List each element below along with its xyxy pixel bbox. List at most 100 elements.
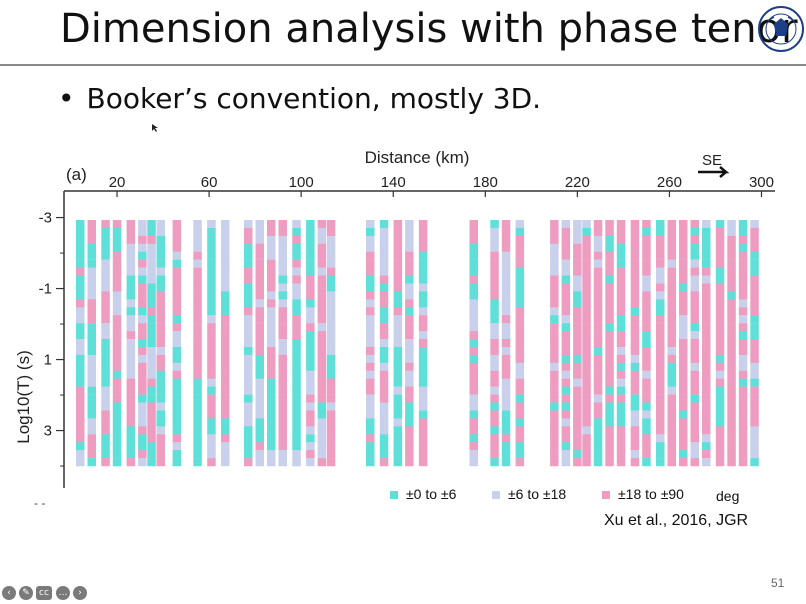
heatmap-cell <box>515 331 525 340</box>
heatmap-cell <box>702 402 711 411</box>
heatmap-cell <box>112 418 122 427</box>
heatmap-cell <box>561 354 571 364</box>
next-icon[interactable]: › <box>73 586 87 600</box>
heatmap-cell <box>138 283 147 292</box>
heatmap-cell <box>727 378 736 387</box>
heatmap-cell <box>87 339 96 348</box>
pen-icon[interactable]: ✎ <box>19 586 33 600</box>
heatmap-cell <box>469 307 478 316</box>
heatmap-cell <box>405 410 414 419</box>
more-icon[interactable]: … <box>56 586 70 600</box>
heatmap-cell <box>278 362 287 371</box>
heatmap-cell <box>326 410 336 419</box>
heatmap-cell <box>501 410 511 419</box>
heatmap-cell <box>642 426 651 435</box>
heatmap-cell <box>101 283 110 292</box>
heatmap-cell <box>738 378 748 387</box>
heatmap-cell <box>207 323 216 332</box>
heatmap-cell <box>642 402 651 411</box>
heatmap-cell <box>126 362 136 371</box>
heatmap-cell <box>656 386 665 395</box>
heatmap-cell <box>490 442 499 451</box>
heatmap-cell <box>207 331 216 340</box>
legend-swatch <box>390 491 398 500</box>
heatmap-cell <box>690 362 699 371</box>
heatmap-cell <box>667 386 676 395</box>
heatmap-cell <box>582 315 591 324</box>
heatmap-cell <box>112 267 122 276</box>
heatmap-cell <box>515 323 525 332</box>
heatmap-cell <box>515 347 525 356</box>
heatmap-cell <box>750 299 759 308</box>
heatmap-cell <box>490 275 499 284</box>
heatmap-cell <box>656 410 665 419</box>
heatmap-cell <box>561 370 571 379</box>
heatmap-cell <box>702 323 711 332</box>
heatmap-cell <box>667 243 676 252</box>
heatmap-cell <box>550 291 559 300</box>
heatmap-cell <box>630 259 640 268</box>
heatmap-cell <box>292 426 301 435</box>
university-logo <box>758 6 804 52</box>
heatmap-cell <box>690 378 699 387</box>
heatmap-cell <box>630 370 640 379</box>
heatmap-cell <box>490 243 499 252</box>
heatmap-cell <box>292 275 301 284</box>
heatmap-cell <box>656 370 665 379</box>
heatmap-cell <box>501 307 511 316</box>
heatmap-cell <box>738 299 748 308</box>
heatmap-cell <box>393 291 403 300</box>
heatmap-cell <box>501 220 511 229</box>
heatmap-cell <box>207 402 216 411</box>
heatmap-cell <box>244 243 253 252</box>
prev-icon[interactable]: ‹ <box>2 586 16 600</box>
heatmap-cell <box>405 362 414 371</box>
heatmap-cell <box>501 275 511 284</box>
heatmap-cell <box>379 220 389 229</box>
heatmap-cell <box>278 347 287 356</box>
heatmap-cell <box>255 251 264 260</box>
heatmap-cell <box>727 275 736 284</box>
cc-icon[interactable]: cc <box>36 586 52 600</box>
heatmap-cell <box>267 315 276 324</box>
heatmap-cell <box>656 315 665 324</box>
heatmap-cell <box>76 235 85 245</box>
heatmap-cell <box>156 442 165 451</box>
heatmap-cell <box>207 259 216 268</box>
heatmap-cell <box>550 227 559 237</box>
heatmap-cell <box>405 243 414 252</box>
heatmap-cell <box>76 315 85 324</box>
heatmap-cell <box>244 386 253 395</box>
heatmap-cell <box>138 291 147 300</box>
heatmap-cell <box>616 450 626 459</box>
heatmap-cell <box>126 450 136 459</box>
heatmap-cell <box>147 378 156 387</box>
heatmap-cell <box>326 267 336 276</box>
heatmap-cell <box>418 251 428 260</box>
heatmap-cell <box>593 299 603 308</box>
heatmap-cell <box>679 458 688 467</box>
heatmap-cell <box>582 378 591 387</box>
heatmap-cell <box>490 458 499 467</box>
heatmap-cell <box>292 227 301 237</box>
heatmap-cell <box>679 378 688 387</box>
heatmap-cell <box>630 434 640 443</box>
heatmap-cell <box>112 227 122 237</box>
heatmap-cell <box>172 347 182 356</box>
x-tick-label: 260 <box>657 174 682 191</box>
heatmap-cell <box>193 347 202 356</box>
heatmap-cell <box>306 410 315 419</box>
heatmap-cell <box>267 267 276 276</box>
heatmap-cell <box>501 378 511 387</box>
heatmap-cell <box>221 450 230 459</box>
x-tick-label: 220 <box>565 174 590 191</box>
heatmap-cell <box>112 458 122 467</box>
heatmap-cell <box>87 243 96 252</box>
heatmap-cell <box>656 235 665 245</box>
heatmap-cell <box>112 402 122 411</box>
heatmap-cell <box>727 386 736 395</box>
heatmap-cell <box>172 251 182 260</box>
heatmap-cell <box>244 275 253 284</box>
heatmap-cell <box>306 362 315 371</box>
heatmap-cell <box>679 418 688 427</box>
